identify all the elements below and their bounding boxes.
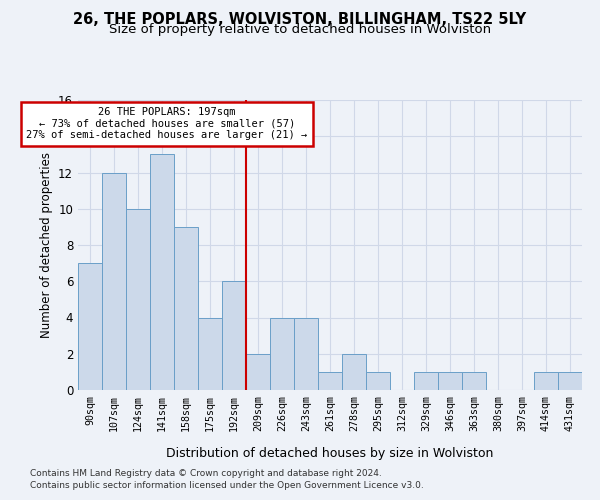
- Text: Distribution of detached houses by size in Wolviston: Distribution of detached houses by size …: [166, 448, 494, 460]
- Text: Contains public sector information licensed under the Open Government Licence v3: Contains public sector information licen…: [30, 481, 424, 490]
- Bar: [534, 372, 558, 390]
- Y-axis label: Number of detached properties: Number of detached properties: [40, 152, 53, 338]
- Bar: [414, 372, 438, 390]
- Bar: [78, 263, 102, 390]
- Bar: [558, 372, 582, 390]
- Bar: [126, 209, 150, 390]
- Bar: [462, 372, 486, 390]
- Bar: [342, 354, 366, 390]
- Bar: [102, 172, 126, 390]
- Text: Size of property relative to detached houses in Wolviston: Size of property relative to detached ho…: [109, 22, 491, 36]
- Bar: [198, 318, 222, 390]
- Bar: [246, 354, 270, 390]
- Bar: [318, 372, 342, 390]
- Text: 26, THE POPLARS, WOLVISTON, BILLINGHAM, TS22 5LY: 26, THE POPLARS, WOLVISTON, BILLINGHAM, …: [73, 12, 527, 28]
- Bar: [270, 318, 294, 390]
- Bar: [222, 281, 246, 390]
- Text: Contains HM Land Registry data © Crown copyright and database right 2024.: Contains HM Land Registry data © Crown c…: [30, 468, 382, 477]
- Bar: [294, 318, 318, 390]
- Bar: [174, 227, 198, 390]
- Bar: [366, 372, 390, 390]
- Text: 26 THE POPLARS: 197sqm
← 73% of detached houses are smaller (57)
27% of semi-det: 26 THE POPLARS: 197sqm ← 73% of detached…: [26, 108, 307, 140]
- Bar: [438, 372, 462, 390]
- Bar: [150, 154, 174, 390]
